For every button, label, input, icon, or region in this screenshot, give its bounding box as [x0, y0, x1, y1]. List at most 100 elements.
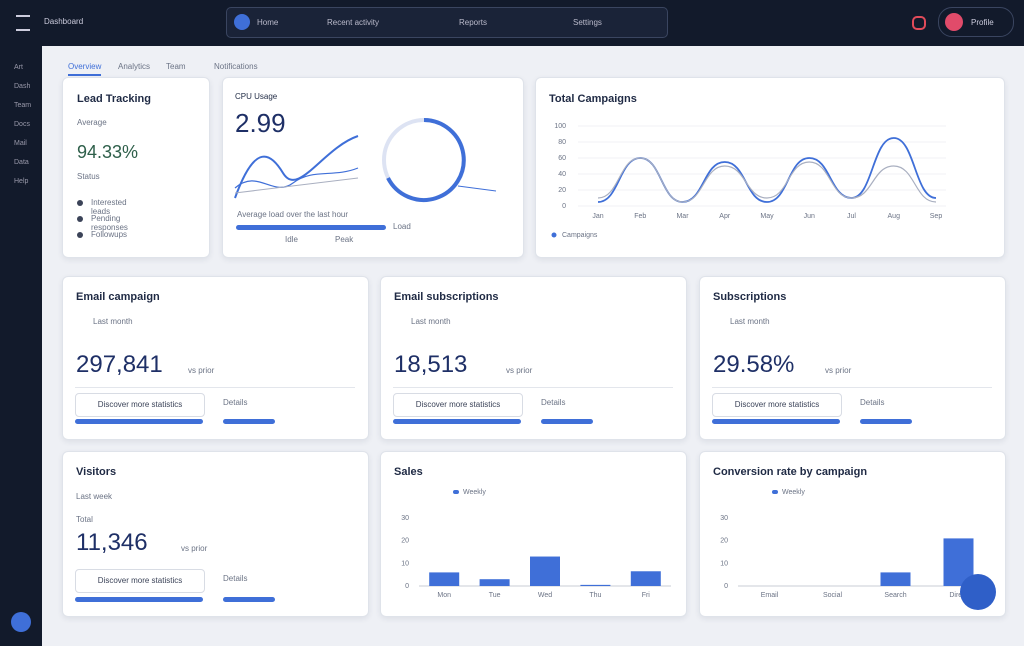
x-tick-label: Mar	[676, 213, 689, 220]
stat-card: Email subscriptions Last month 18,513 vs pr…	[380, 276, 687, 440]
bar-chart: Weekly 0 10 20 30 Email Social Search Direct	[720, 489, 990, 599]
y-tick-label: 80	[558, 139, 566, 146]
visitors-card: Visitors Last week Total 11,346 vs prior…	[62, 451, 369, 617]
sidebar-item[interactable]: Dash	[14, 83, 31, 90]
sidebar-item[interactable]: Art	[14, 64, 23, 71]
tab[interactable]: Overview	[68, 62, 102, 76]
y-tick-label: 0	[405, 583, 409, 590]
note: vs prior	[188, 366, 215, 375]
divider	[75, 387, 355, 388]
progress	[541, 419, 593, 424]
y-tick-label: 10	[401, 560, 409, 567]
value: 11,346	[76, 529, 148, 556]
progress	[223, 597, 275, 602]
legend: Load	[393, 222, 411, 231]
link[interactable]: Details	[541, 398, 566, 407]
list-item: Interested leads	[91, 198, 127, 216]
note: vs prior	[181, 544, 208, 553]
progress	[712, 419, 840, 424]
link[interactable]: Details	[223, 574, 248, 583]
sidebar-item[interactable]: Help	[14, 178, 29, 185]
donut	[382, 118, 497, 202]
legend-swatch	[453, 490, 459, 494]
legend-label: Campaigns	[562, 232, 598, 239]
button[interactable]: Discover more statistics	[75, 569, 205, 593]
card-title: Sales	[394, 466, 423, 478]
trend: Last month	[411, 317, 451, 326]
nav-item[interactable]: Settings	[573, 18, 602, 27]
legend-label: Weekly	[782, 489, 805, 496]
sidebar-item[interactable]: Mail	[14, 140, 27, 147]
trend: Last month	[730, 317, 770, 326]
note: vs prior	[506, 366, 533, 375]
fab[interactable]	[960, 574, 996, 610]
notification-icon[interactable]	[912, 16, 926, 30]
y-tick-label: 40	[558, 171, 566, 178]
nav-item[interactable]: Home	[257, 18, 279, 27]
x-tick-label: Direct	[949, 592, 967, 599]
x-tick-label: Sep	[930, 213, 943, 220]
bullet	[77, 200, 83, 206]
x-tick-label: Aug	[888, 213, 901, 220]
y-tick-label: 20	[401, 538, 409, 545]
line	[234, 177, 359, 194]
bar	[429, 572, 460, 586]
sidebar-item[interactable]: Docs	[14, 121, 30, 128]
x-tick-label: Social	[823, 592, 843, 599]
sparkline	[234, 135, 359, 199]
campaign-card: Total Campaigns 0 20 40 60 80 100 Jan Feb Mar Apr…	[535, 77, 1005, 258]
lead-card: Lead Tracking Average 94.33% Status Inte…	[62, 77, 210, 258]
legend-swatch	[772, 490, 778, 494]
series-line	[597, 137, 937, 203]
y-tick-label: 0	[724, 583, 728, 590]
y-tick-label: 100	[554, 123, 566, 130]
nav-item[interactable]: Recent activity	[327, 18, 380, 27]
x-tick-label: Jun	[804, 213, 815, 220]
user-menu[interactable]: Profile	[938, 7, 1014, 37]
bar	[479, 579, 510, 586]
y-tick-label: 60	[558, 155, 566, 162]
y-tick-label: 0	[562, 203, 566, 210]
y-tick-label: 10	[720, 560, 728, 567]
button[interactable]: Discover more statistics	[712, 393, 842, 417]
sidebar-item[interactable]: Team	[14, 102, 32, 109]
x-tick-label: Mon	[437, 592, 451, 599]
y-tick-label: 30	[720, 515, 728, 522]
tab[interactable]: Notifications	[214, 62, 258, 71]
button[interactable]: Discover more statistics	[393, 393, 523, 417]
avatar	[945, 13, 963, 31]
card-title: Total Campaigns	[549, 93, 637, 105]
sidebar-button[interactable]	[11, 612, 31, 632]
tab[interactable]: Analytics	[118, 62, 151, 71]
line	[234, 135, 359, 199]
card-title: Lead Tracking	[77, 93, 151, 105]
card-title: Conversion rate by campaign	[713, 466, 868, 478]
card-title: CPU Usage	[235, 92, 278, 101]
card-title: Email campaign	[76, 291, 160, 303]
legend: Peak	[335, 235, 354, 244]
sidebar-item[interactable]: Data	[14, 159, 29, 166]
value: 94.33%	[77, 142, 139, 162]
y-tick-label: 20	[558, 187, 566, 194]
x-tick-label: Search	[884, 592, 906, 599]
label: Average	[77, 118, 107, 127]
menu-icon[interactable]	[16, 15, 30, 31]
x-tick-label: Wed	[538, 592, 552, 599]
tab[interactable]: Team	[166, 62, 186, 71]
nav-item[interactable]: Reports	[459, 18, 488, 27]
top-bar: Dashboard Home Recent activity Reports S…	[0, 0, 1024, 46]
trend: Last week	[76, 492, 113, 501]
button[interactable]: Discover more statistics	[75, 393, 205, 417]
x-tick-label: Tue	[489, 592, 501, 599]
bullet	[77, 232, 83, 238]
divider	[393, 387, 673, 388]
value: 297,841	[76, 351, 163, 378]
app-name: Dashboard	[44, 17, 84, 26]
line-chart: 0 20 40 60 80 100 Jan Feb Mar Apr May Jun Jul Aug Sep C…	[551, 123, 946, 239]
nav-icon	[234, 14, 250, 30]
link[interactable]: Details	[860, 398, 885, 407]
progress	[393, 419, 521, 424]
link[interactable]: Details	[223, 398, 248, 407]
series-line	[597, 157, 937, 203]
